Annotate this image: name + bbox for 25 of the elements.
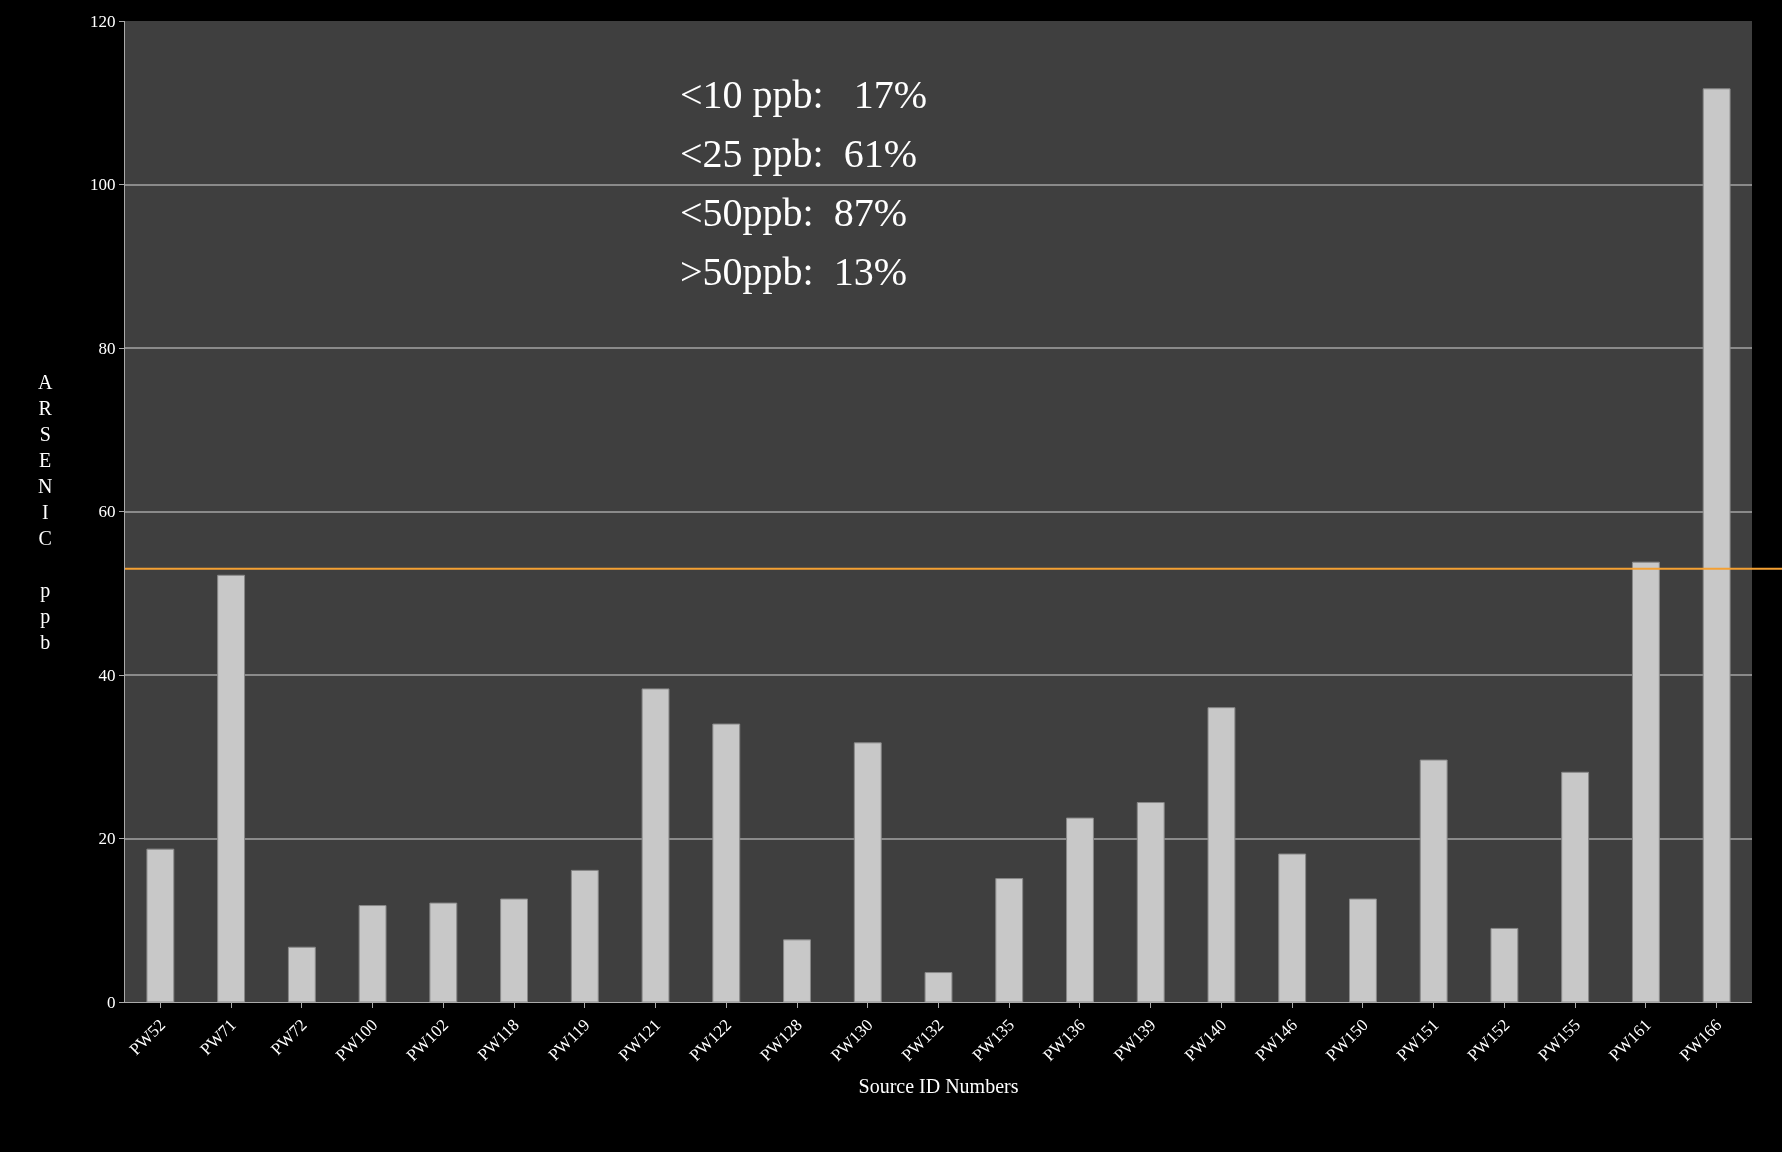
bar bbox=[429, 902, 458, 1002]
annotation: <10 ppb: 17% bbox=[680, 72, 927, 117]
y-tick-label: 60 bbox=[98, 502, 116, 522]
y-tick-label: 120 bbox=[90, 11, 116, 31]
y-tick-label: 80 bbox=[98, 338, 116, 358]
bar bbox=[570, 869, 599, 1002]
y-tick-label: 0 bbox=[107, 992, 116, 1012]
bar bbox=[500, 898, 529, 1002]
bar bbox=[995, 878, 1024, 1002]
x-axis-title: Source ID Numbers bbox=[858, 1075, 1019, 1098]
bar bbox=[924, 972, 953, 1002]
y-tick-label: 40 bbox=[98, 665, 116, 685]
y-tick-label: 20 bbox=[98, 829, 116, 849]
bar bbox=[1278, 853, 1307, 1002]
bar bbox=[146, 848, 175, 1002]
bar bbox=[783, 939, 811, 1002]
text: ARSENIC ppb bbox=[38, 371, 53, 653]
y-tick-label: 100 bbox=[90, 175, 116, 195]
bar bbox=[1490, 927, 1519, 1002]
bar bbox=[287, 946, 316, 1002]
annotation: >50ppb: 13% bbox=[680, 249, 907, 294]
bar bbox=[358, 905, 387, 1002]
bar bbox=[1348, 898, 1377, 1002]
annotation: <25 ppb: 61% bbox=[680, 131, 917, 176]
annotation: <50ppb: 87% bbox=[680, 190, 907, 235]
